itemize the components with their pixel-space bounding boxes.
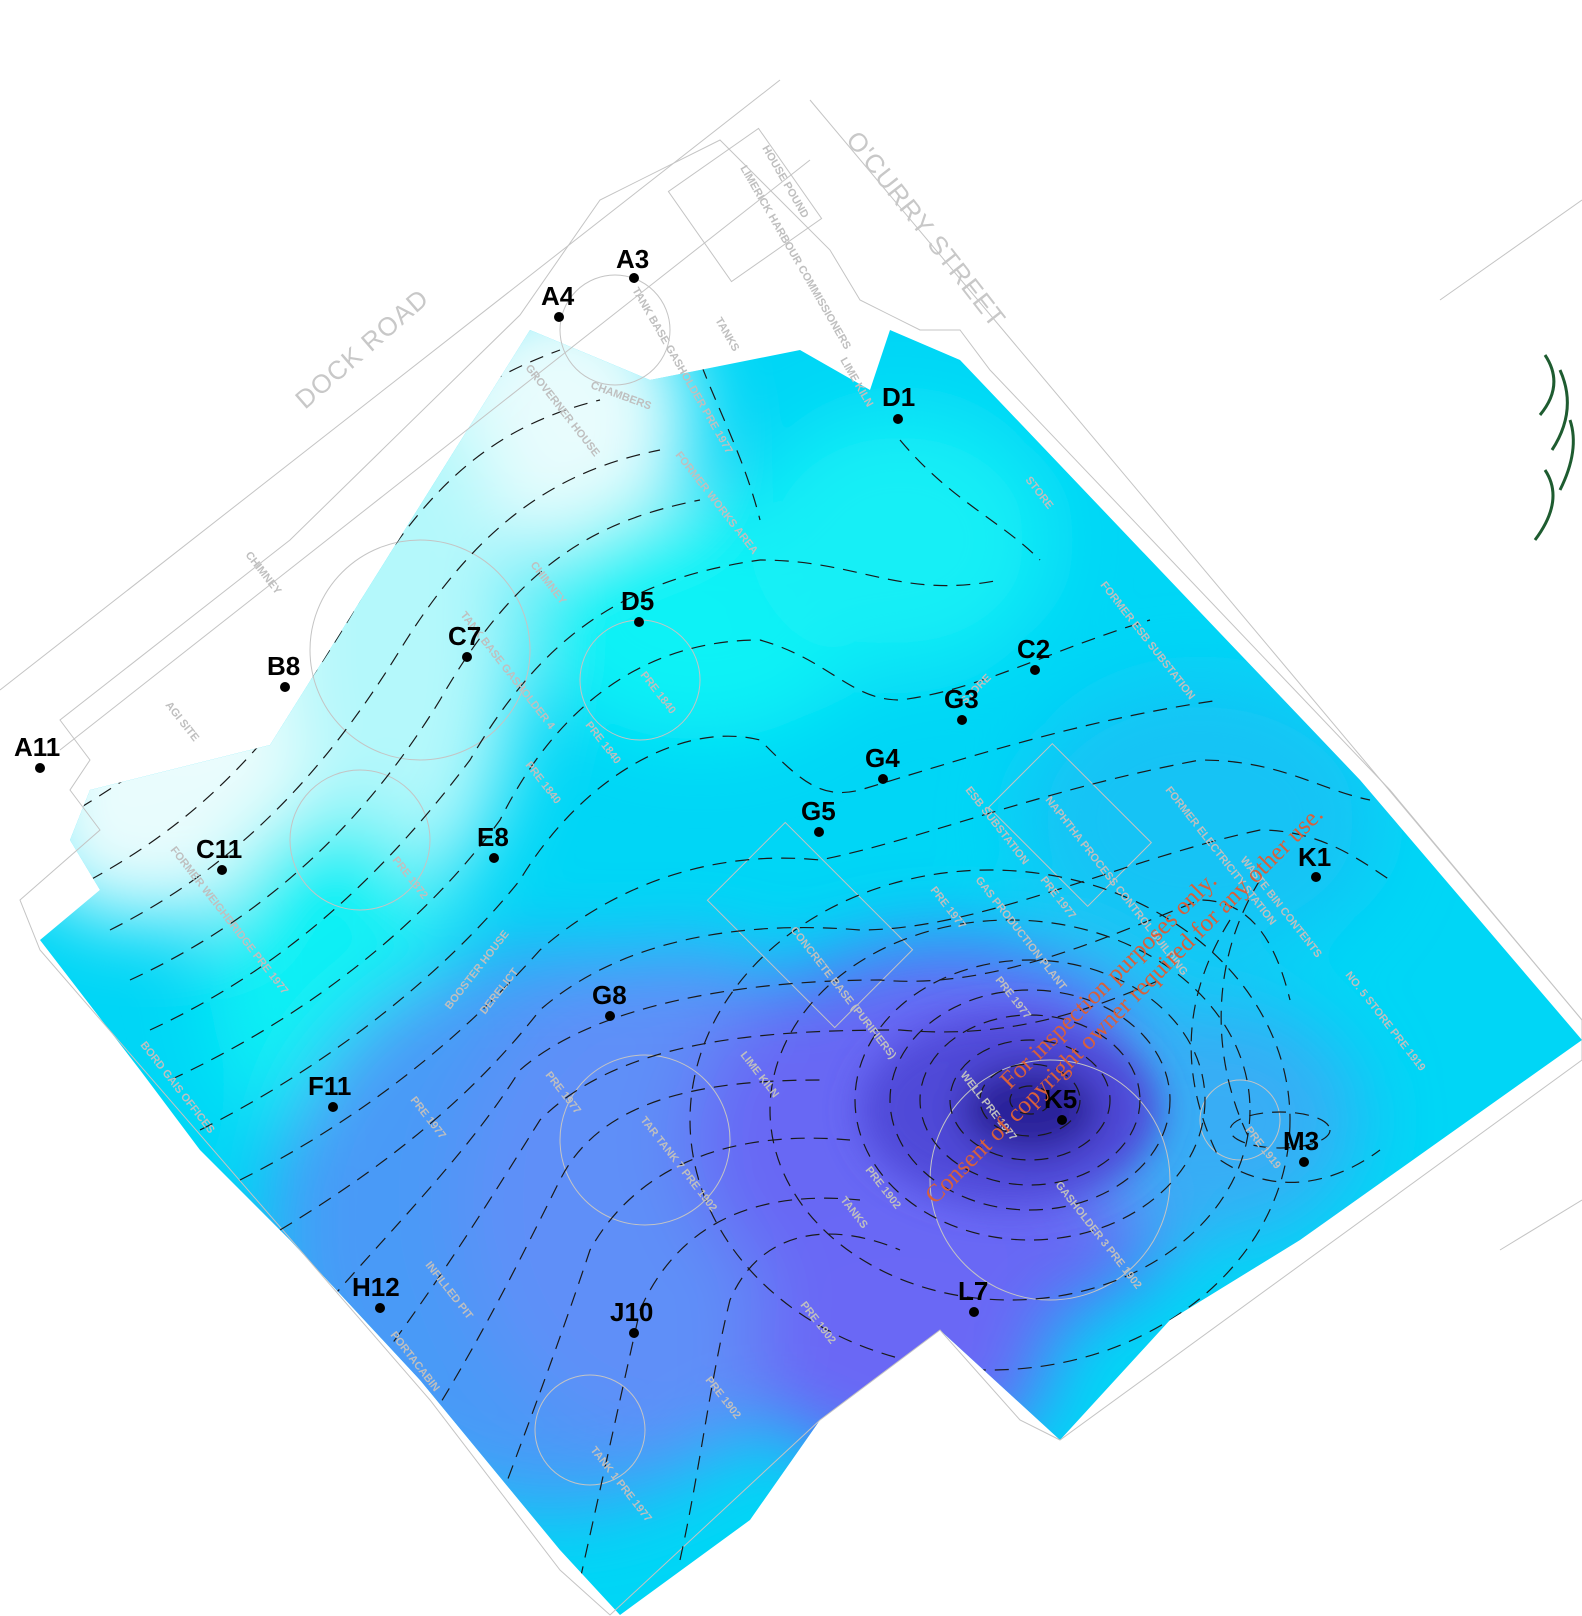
- borehole-a11[interactable]: A11: [14, 732, 60, 773]
- borehole-m3[interactable]: M3: [1283, 1126, 1319, 1167]
- borehole-label: M3: [1283, 1126, 1319, 1156]
- borehole-label: A3: [616, 244, 649, 274]
- borehole-d1[interactable]: D1: [882, 382, 915, 424]
- borehole-g5[interactable]: G5: [801, 796, 836, 837]
- feature-agi-site: AGI SITE: [163, 699, 201, 743]
- borehole-k5[interactable]: K5: [1044, 1084, 1077, 1125]
- borehole-label: K5: [1044, 1084, 1077, 1114]
- borehole-label: G8: [592, 980, 627, 1010]
- borehole-label: E8: [477, 822, 509, 852]
- borehole-a4[interactable]: A4: [541, 281, 575, 322]
- borehole-label: C11: [196, 834, 242, 864]
- borehole-label: A4: [541, 281, 575, 311]
- borehole-label: C7: [448, 621, 481, 651]
- borehole-label: B8: [267, 651, 300, 681]
- borehole-label: D5: [621, 586, 654, 616]
- boreholes: A3 A4 D1 D5 C7 B8 A11 C2 G3 G4 G5 E8 C11…: [14, 244, 1331, 1338]
- borehole-b8[interactable]: B8: [267, 651, 300, 692]
- contour-lines: [59, 330, 1391, 1581]
- street-label-dock-road: DOCK ROAD: [289, 283, 434, 415]
- borehole-label: L7: [958, 1276, 988, 1306]
- borehole-label: C2: [1017, 634, 1050, 664]
- borehole-k1[interactable]: K1: [1298, 842, 1331, 882]
- borehole-e8[interactable]: E8: [477, 822, 509, 863]
- borehole-label: G4: [865, 743, 900, 773]
- borehole-g3[interactable]: G3: [944, 684, 979, 725]
- borehole-label: A11: [14, 732, 60, 762]
- borehole-g8[interactable]: G8: [592, 980, 627, 1021]
- borehole-label: G3: [944, 684, 979, 714]
- borehole-c7[interactable]: C7: [448, 621, 481, 662]
- borehole-c11[interactable]: C11: [196, 834, 242, 875]
- borehole-l7[interactable]: L7: [958, 1276, 988, 1317]
- borehole-label: D1: [882, 382, 915, 412]
- borehole-label: K1: [1298, 842, 1331, 872]
- borehole-d5[interactable]: D5: [621, 586, 654, 627]
- feature-tanks-north: TANKS: [712, 316, 741, 354]
- vegetation: [1533, 354, 1575, 541]
- borehole-label: H12: [352, 1272, 400, 1302]
- borehole-label: F11: [308, 1071, 351, 1101]
- borehole-h12[interactable]: H12: [352, 1272, 400, 1313]
- street-label-ocurry-street: O'CURRY STREET: [840, 125, 1012, 333]
- borehole-label: G5: [801, 796, 836, 826]
- borehole-g4[interactable]: G4: [865, 743, 900, 784]
- borehole-c2[interactable]: C2: [1017, 634, 1050, 675]
- borehole-f11[interactable]: F11: [308, 1071, 351, 1112]
- borehole-a3[interactable]: A3: [616, 244, 649, 283]
- borehole-j10[interactable]: J10: [610, 1297, 653, 1338]
- borehole-label: J10: [610, 1297, 653, 1327]
